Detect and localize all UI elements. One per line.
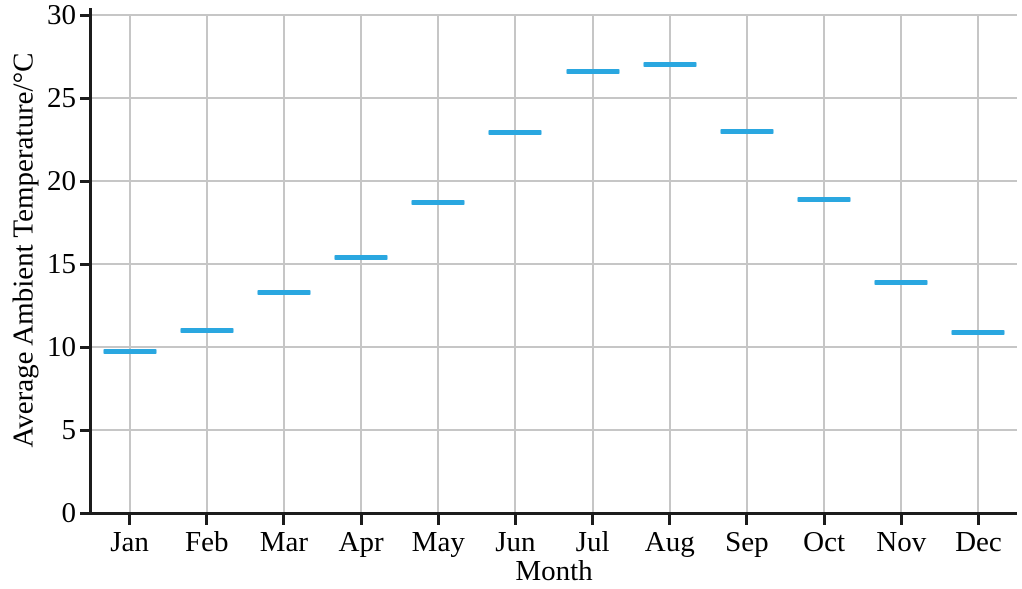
- y-gridline: [91, 346, 1017, 348]
- x-axis-tick: [745, 515, 749, 525]
- y-gridline: [91, 14, 1017, 16]
- data-marker-jul: [566, 68, 620, 74]
- data-marker-dec: [951, 329, 1005, 335]
- x-tick-label: Sep: [725, 526, 769, 558]
- x-tick-label: Jan: [110, 526, 149, 558]
- data-marker-mar: [257, 289, 311, 295]
- y-axis-tick: [80, 262, 89, 266]
- x-axis-tick: [822, 515, 826, 525]
- y-tick-label: 25: [47, 82, 76, 114]
- x-gridline: [900, 15, 903, 513]
- x-tick-label: Mar: [259, 526, 309, 558]
- x-axis-tick: [591, 515, 595, 525]
- y-tick-label: 15: [47, 248, 76, 280]
- y-tick-label: 20: [47, 165, 76, 197]
- x-gridline: [360, 15, 363, 513]
- x-gridline: [205, 15, 208, 513]
- x-axis-line: [89, 512, 1017, 515]
- x-axis-tick: [128, 515, 132, 525]
- y-tick-label: 5: [61, 414, 77, 446]
- y-tick-label: 30: [47, 0, 76, 31]
- x-axis-tick: [513, 515, 517, 525]
- y-axis-tick: [80, 345, 89, 349]
- x-tick-label: Aug: [644, 526, 695, 558]
- x-tick-label: Oct: [803, 526, 846, 558]
- data-marker-oct: [797, 196, 851, 202]
- x-gridline: [128, 15, 131, 513]
- x-axis-title: Month: [515, 555, 593, 587]
- x-tick-label: Jul: [575, 526, 610, 558]
- data-marker-nov: [874, 279, 928, 285]
- x-tick-label: Apr: [338, 526, 384, 558]
- x-gridline: [591, 15, 594, 513]
- data-marker-sep: [720, 128, 774, 134]
- data-marker-aug: [643, 62, 697, 68]
- x-gridline: [977, 15, 980, 513]
- y-gridline: [91, 97, 1017, 99]
- data-marker-apr: [334, 254, 388, 260]
- x-gridline: [745, 15, 748, 513]
- x-axis-tick: [205, 515, 209, 525]
- x-axis-tick: [668, 515, 672, 525]
- x-axis-tick: [359, 515, 363, 525]
- x-axis-tick: [282, 515, 286, 525]
- y-tick-label: 0: [61, 497, 77, 529]
- data-marker-jun: [488, 130, 542, 136]
- y-gridline: [91, 263, 1017, 265]
- y-axis-tick: [80, 13, 89, 17]
- x-tick-label: Jun: [495, 526, 536, 558]
- x-gridline: [668, 15, 671, 513]
- x-gridline: [823, 15, 826, 513]
- data-marker-jan: [103, 349, 157, 355]
- x-axis-tick: [899, 515, 903, 525]
- x-gridline: [514, 15, 517, 513]
- x-gridline: [437, 15, 440, 513]
- x-tick-label: Dec: [955, 526, 1002, 558]
- data-marker-feb: [180, 327, 234, 333]
- x-tick-label: Nov: [876, 526, 927, 558]
- x-tick-label: May: [411, 526, 465, 558]
- x-axis-tick: [976, 515, 980, 525]
- y-gridline: [91, 429, 1017, 431]
- y-tick-label: 10: [47, 331, 76, 363]
- x-gridline: [282, 15, 285, 513]
- y-axis-tick: [80, 511, 89, 515]
- x-axis-tick: [436, 515, 440, 525]
- y-axis-line: [89, 8, 92, 515]
- y-axis-tick: [80, 428, 89, 432]
- data-marker-may: [411, 200, 465, 206]
- x-tick-label: Feb: [185, 526, 229, 558]
- y-axis-tick: [80, 179, 89, 183]
- y-gridline: [91, 180, 1017, 182]
- y-axis-tick: [80, 96, 89, 100]
